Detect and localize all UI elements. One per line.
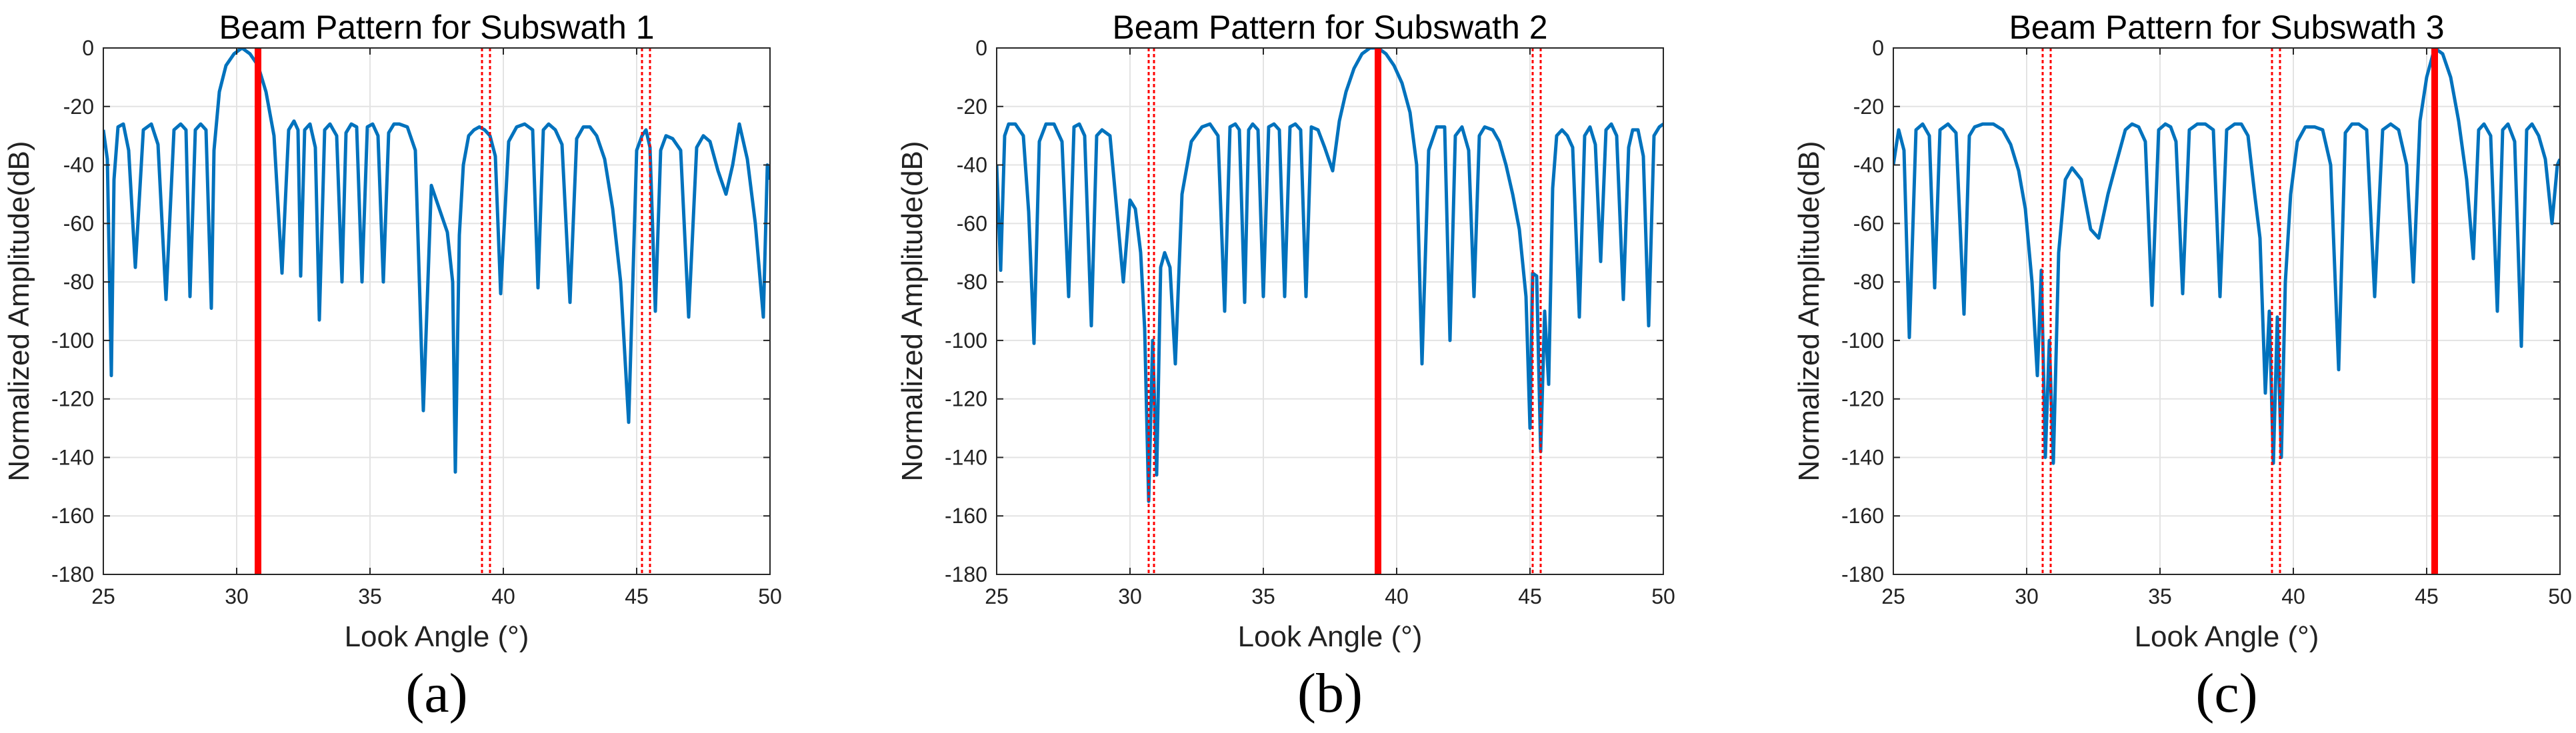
y-tick-label: -100 [51, 329, 94, 353]
x-tick-label: 45 [1518, 584, 1542, 608]
y-tick-label: -20 [63, 95, 94, 119]
panel-a: 25 30 35 40 45 50 0 -20 -40 -60 -80 -100 -120 -140 -16… [3, 9, 782, 724]
x-tick-label: 30 [1118, 584, 1142, 608]
y-tick-label: -40 [63, 153, 94, 177]
y-tick-label: -80 [1853, 270, 1884, 294]
y-tick-label: 0 [1872, 36, 1884, 60]
y-tick-label: -180 [51, 562, 94, 586]
x-axis-label: Look Angle (°) [2135, 620, 2319, 653]
x-tick-label: 35 [358, 584, 382, 608]
x-tick-label: 45 [2415, 584, 2439, 608]
x-tick-label: 25 [91, 584, 115, 608]
y-axis-label: Normalized Amplitude(dB) [896, 141, 929, 481]
x-tick-label: 35 [1251, 584, 1275, 608]
chart-title: Beam Pattern for Subswath 2 [1112, 9, 1547, 46]
y-tick-label: -20 [1853, 95, 1884, 119]
y-tick-label: -180 [945, 562, 987, 586]
plot-area [997, 48, 1663, 574]
plot-content [1893, 48, 2560, 574]
x-tick-label: 30 [2015, 584, 2039, 608]
y-tick-label: -140 [51, 445, 94, 469]
y-tick-label: 0 [975, 36, 987, 60]
chart-title: Beam Pattern for Subswath 1 [219, 9, 654, 46]
y-axis-label: Normalized Amplitude(dB) [3, 141, 35, 481]
y-tick-label: -120 [1841, 387, 1884, 411]
y-tick-label: -100 [1841, 329, 1884, 353]
y-tick-label: -60 [1853, 211, 1884, 235]
y-tick-label: -60 [63, 211, 94, 235]
plot-content [103, 48, 770, 574]
y-tick-label: -80 [957, 270, 987, 294]
y-tick-label: -40 [957, 153, 987, 177]
beam-pattern-line [1893, 48, 2560, 465]
y-tick-label: -160 [51, 504, 94, 528]
panel-label: (c) [2195, 662, 2257, 724]
axes-box [1893, 47, 2561, 575]
y-tick-label: -40 [1853, 153, 1884, 177]
axes-box [103, 47, 771, 575]
panel-c: 25 30 35 40 45 50 0 -20 -40 -60 -80 -100 -120 -140 -16… [1793, 9, 2572, 724]
y-tick-label: -20 [957, 95, 987, 119]
y-tick-label: -120 [51, 387, 94, 411]
x-tick-label: 50 [758, 584, 782, 608]
y-tick-label: -120 [945, 387, 987, 411]
panel-label: (b) [1297, 662, 1363, 724]
y-axis-label: Normalized Amplitude(dB) [1793, 141, 1825, 481]
y-tick-label: -180 [1841, 562, 1884, 586]
plot-content [997, 48, 1663, 574]
x-tick-label: 45 [625, 584, 649, 608]
y-tick-label: -160 [1841, 504, 1884, 528]
x-tick-label: 40 [491, 584, 515, 608]
beam-pattern-line [997, 48, 1663, 503]
y-tick-label: -60 [957, 211, 987, 235]
panel-b: 25 30 35 40 45 50 0 -20 -40 -60 -80 -100 -120 -140 -16… [896, 9, 1675, 724]
x-tick-label: 35 [2148, 584, 2172, 608]
y-tick-label: -100 [945, 329, 987, 353]
x-tick-label: 50 [1651, 584, 1675, 608]
panel-label: (a) [405, 662, 467, 724]
x-axis-label: Look Angle (°) [1238, 620, 1423, 653]
y-tick-label: -140 [945, 445, 987, 469]
y-tick-label: -140 [1841, 445, 1884, 469]
x-axis-label: Look Angle (°) [345, 620, 529, 653]
x-tick-label: 25 [1881, 584, 1905, 608]
x-tick-label: 25 [985, 584, 1009, 608]
chart-title: Beam Pattern for Subswath 3 [2009, 9, 2444, 46]
axes-box [996, 47, 1664, 575]
x-tick-label: 50 [2548, 584, 2572, 608]
x-tick-label: 40 [2281, 584, 2305, 608]
y-tick-label: -80 [63, 270, 94, 294]
x-tick-label: 30 [225, 584, 249, 608]
x-tick-label: 40 [1385, 584, 1409, 608]
y-tick-label: 0 [82, 36, 94, 60]
y-tick-label: -160 [945, 504, 987, 528]
